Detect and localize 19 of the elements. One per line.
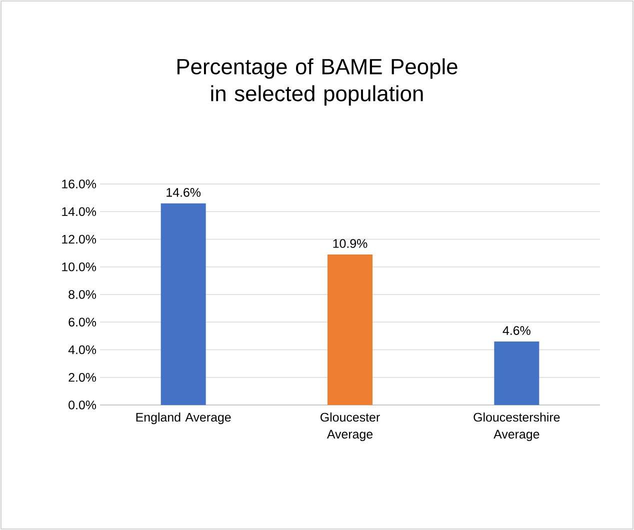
y-tick-label: 8.0% — [68, 290, 96, 299]
y-tick-label: 4.0% — [68, 345, 96, 354]
y-tick-label: 0.0% — [68, 400, 96, 410]
y-tick-label: 16.0% — [62, 180, 96, 188]
x-tick-label: England Average — [136, 412, 231, 424]
y-tick-label: 12.0% — [62, 234, 96, 244]
y-tick-label: 14.0% — [62, 207, 96, 216]
y-tick-label: 2.0% — [68, 372, 96, 382]
x-tick-label: Gloucestershire Average — [474, 412, 560, 442]
y-tick-label: 10.0% — [62, 262, 96, 272]
x-tick-label: Gloucester Average — [320, 412, 380, 442]
data-label: 14.6% — [166, 188, 201, 197]
y-tick-label: 6.0% — [68, 318, 96, 327]
data-label: 10.9% — [333, 239, 368, 248]
bar — [494, 341, 540, 405]
chart-title: Percentage of BAME People in selected population — [177, 58, 458, 106]
data-label: 4.6% — [502, 326, 530, 335]
bar — [160, 203, 206, 405]
bar — [328, 254, 373, 405]
